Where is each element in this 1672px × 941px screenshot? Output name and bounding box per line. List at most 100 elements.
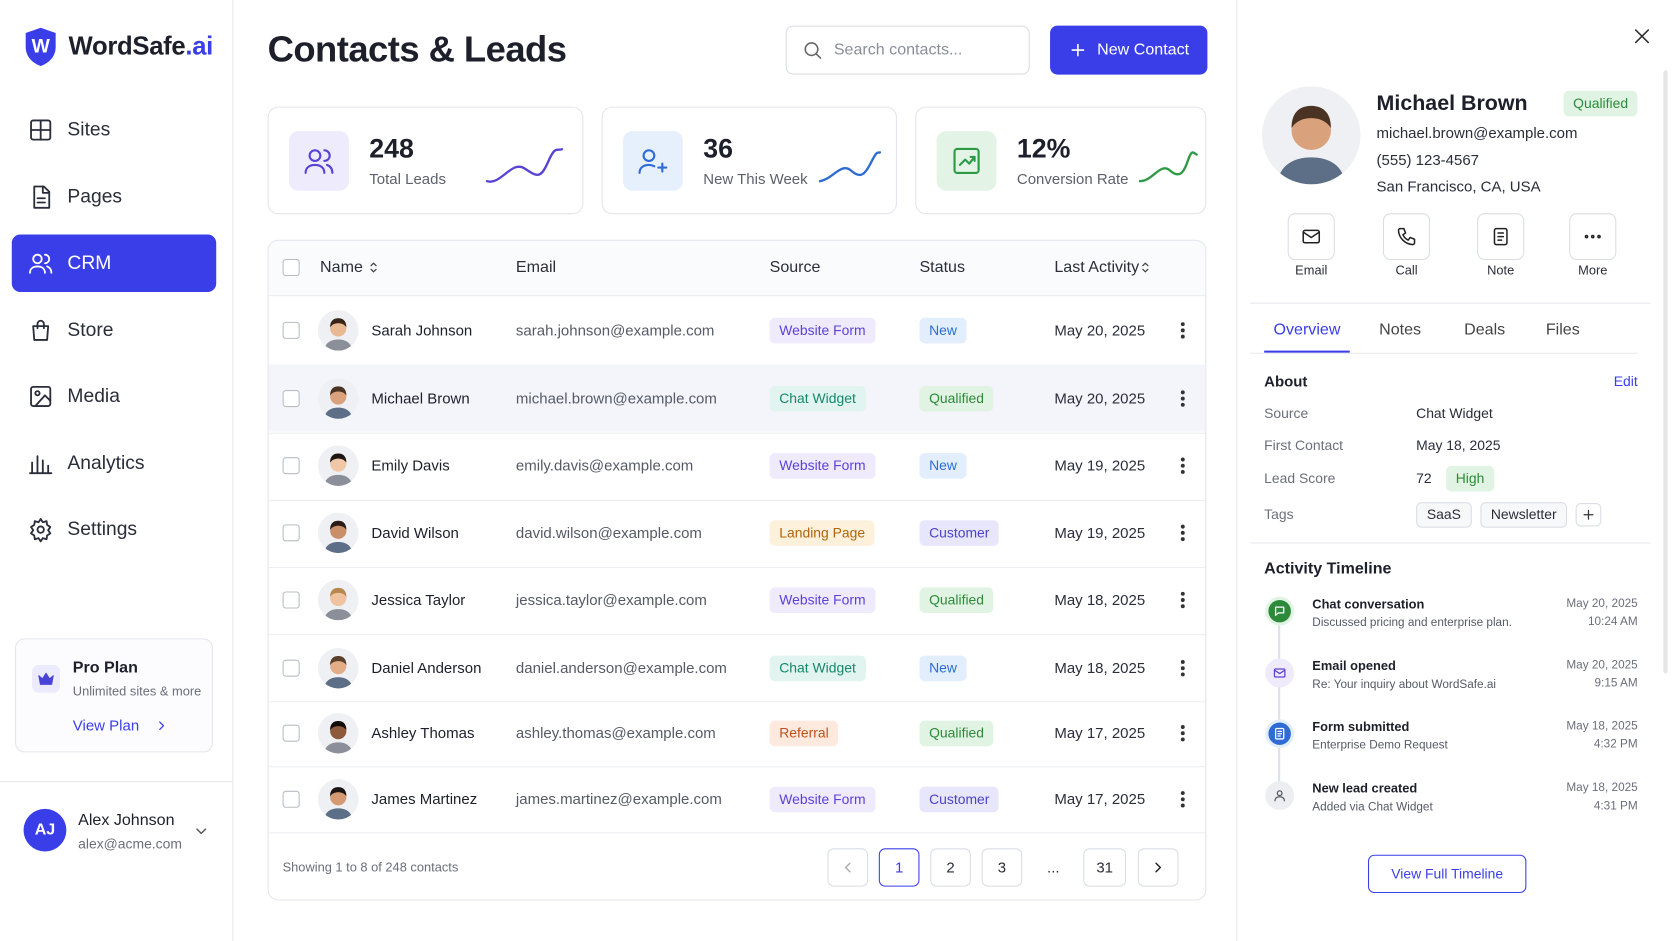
detail-location: San Francisco, CA, USA xyxy=(1376,177,1541,195)
icon-rect xyxy=(1302,229,1321,244)
row-checkbox[interactable] xyxy=(282,321,300,339)
icon-path xyxy=(36,185,51,204)
row-menu[interactable] xyxy=(1172,455,1193,476)
timeline-item-title: New lead created xyxy=(1312,780,1418,796)
row-menu[interactable] xyxy=(1172,522,1193,543)
icon-path xyxy=(1291,105,1331,128)
close-button[interactable] xyxy=(1631,26,1652,47)
view-timeline-button[interactable] xyxy=(1367,854,1527,894)
timeline-dot xyxy=(1265,596,1295,626)
new-contact-icon xyxy=(1068,40,1087,59)
icon-rect xyxy=(30,385,52,407)
row-checkbox[interactable] xyxy=(282,390,300,408)
row-menu[interactable] xyxy=(1172,388,1193,409)
icon-rect xyxy=(1273,668,1286,678)
icon-svg xyxy=(1180,457,1185,474)
stat-card xyxy=(601,106,897,215)
search-box[interactable] xyxy=(785,25,1030,75)
icon-circle xyxy=(1180,537,1185,542)
icon-path xyxy=(330,453,347,463)
action-icon xyxy=(1490,226,1511,247)
icon-svg xyxy=(25,27,56,67)
source-badge: Landing Page xyxy=(769,520,875,546)
icon-path xyxy=(36,319,45,330)
icon-svg xyxy=(844,862,851,873)
icon-circle xyxy=(330,388,347,405)
icon-svg xyxy=(38,672,54,685)
last-activity: May 17, 2025 xyxy=(1054,724,1146,742)
page-next[interactable] xyxy=(1137,848,1179,887)
plan-title: Pro Plan xyxy=(72,658,138,677)
plan-link[interactable]: View Plan xyxy=(72,716,140,734)
nav-icon xyxy=(28,250,54,276)
icon-circle xyxy=(1180,598,1185,602)
page-button[interactable] xyxy=(878,848,920,887)
icon-svg xyxy=(1397,227,1416,246)
tab[interactable]: Notes xyxy=(1379,320,1422,339)
action-button[interactable] xyxy=(1382,213,1431,261)
about-edit[interactable]: Edit xyxy=(1613,373,1638,390)
source-badge: Chat Widget xyxy=(769,385,866,412)
sort-icon[interactable] xyxy=(1138,260,1153,275)
page-prev[interactable] xyxy=(827,848,869,887)
timeline-item-date: May 18, 2025 xyxy=(1566,719,1638,733)
nav-icon xyxy=(28,318,54,344)
panel-border xyxy=(1236,0,1238,941)
last-activity: May 19, 2025 xyxy=(1054,456,1146,474)
user-menu-chevron[interactable] xyxy=(193,823,210,840)
row-divider xyxy=(268,766,1206,768)
icon-circle xyxy=(1180,672,1185,677)
tab[interactable]: Deals xyxy=(1464,320,1506,339)
table-footer-text: Showing 1 to 8 of 248 contacts xyxy=(282,859,459,875)
select-all-checkbox[interactable] xyxy=(282,258,300,277)
add-tag-button[interactable] xyxy=(1575,503,1602,527)
icon-path xyxy=(44,253,53,274)
last-activity: May 17, 2025 xyxy=(1054,790,1146,808)
stat-value: 36 xyxy=(703,134,734,165)
icon-svg xyxy=(29,253,53,274)
field-label: Lead Score xyxy=(1264,470,1336,487)
icon-path xyxy=(324,609,353,621)
field-label: First Contact xyxy=(1264,437,1344,454)
page-button[interactable] xyxy=(981,848,1023,887)
nav-label: CRM xyxy=(67,251,112,274)
icon-path xyxy=(29,265,46,274)
icon-path xyxy=(1397,227,1416,246)
row-divider xyxy=(268,499,1206,501)
icon-circle xyxy=(330,658,347,675)
row-menu[interactable] xyxy=(1172,789,1193,810)
row-divider xyxy=(268,432,1206,434)
row-menu[interactable] xyxy=(1172,589,1193,610)
icon-circle xyxy=(1180,402,1185,407)
icon-circle xyxy=(330,455,347,472)
action-button[interactable] xyxy=(1569,213,1617,261)
icon-circle xyxy=(34,390,41,397)
row-checkbox[interactable] xyxy=(282,457,300,475)
page-button[interactable] xyxy=(930,848,971,887)
row-checkbox[interactable] xyxy=(282,591,300,609)
timeline-item-title: Chat conversation xyxy=(1312,596,1425,612)
action-button[interactable] xyxy=(1477,213,1525,261)
tab[interactable]: Overview xyxy=(1273,320,1341,339)
timeline-item-time: 9:15 AM xyxy=(1594,677,1638,690)
tab[interactable]: Files xyxy=(1545,320,1580,339)
row-menu[interactable] xyxy=(1172,320,1193,341)
row-checkbox[interactable] xyxy=(282,724,300,742)
action-button[interactable] xyxy=(1287,213,1335,261)
sort-icon[interactable] xyxy=(366,260,381,275)
contact-email: ashley.thomas@example.com xyxy=(515,724,716,742)
row-menu[interactable] xyxy=(1172,658,1193,679)
icon-path xyxy=(34,394,52,407)
icon-path xyxy=(638,162,668,174)
row-menu[interactable] xyxy=(1172,723,1193,744)
row-checkbox[interactable] xyxy=(282,790,300,808)
row-checkbox[interactable] xyxy=(282,659,300,677)
contact-email: david.wilson@example.com xyxy=(515,523,702,541)
timeline-item-title: Email opened xyxy=(1312,658,1396,674)
page-button[interactable] xyxy=(1083,848,1127,887)
contact-avatar xyxy=(317,579,359,621)
row-checkbox[interactable] xyxy=(282,524,300,542)
timeline-icon xyxy=(1273,789,1287,803)
icon-circle xyxy=(1180,731,1185,736)
icon-circle xyxy=(1180,666,1185,671)
